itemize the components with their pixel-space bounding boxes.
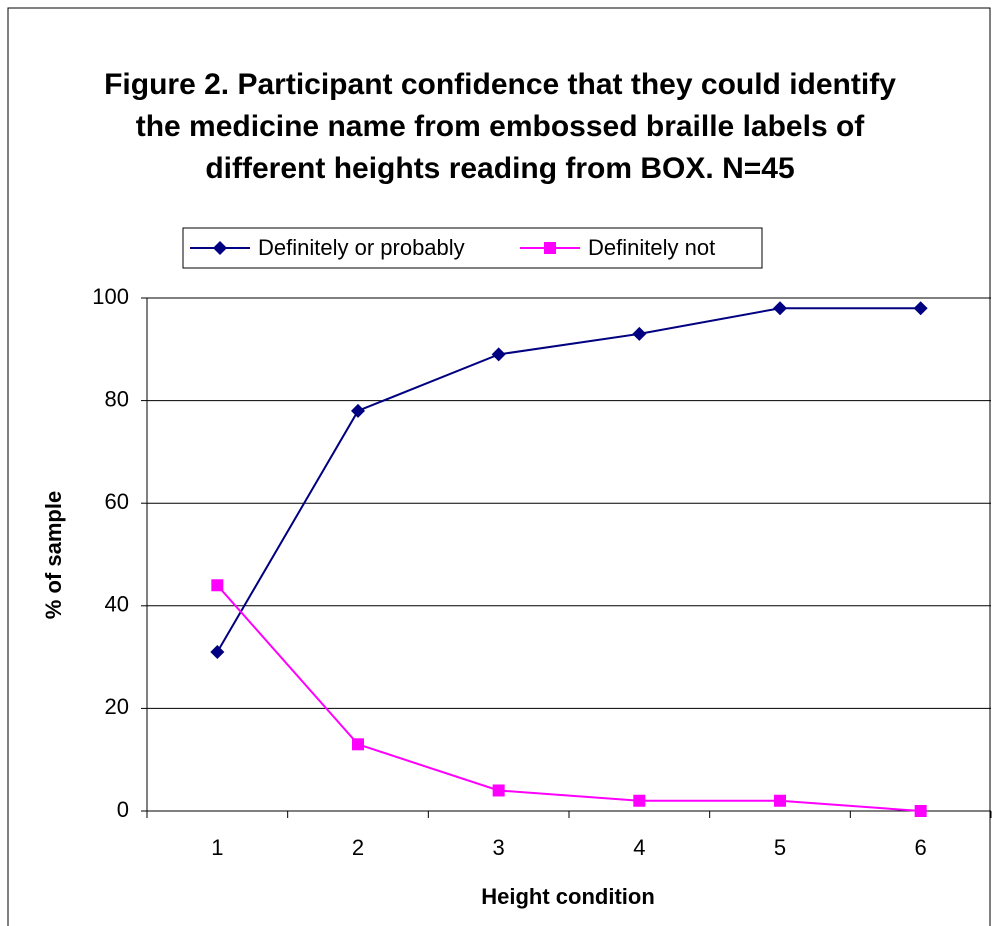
y-tick-label: 40 (105, 592, 129, 617)
y-tick-label: 20 (105, 694, 129, 719)
marker (913, 301, 928, 316)
marker (632, 326, 647, 341)
x-tick-label: 5 (774, 835, 786, 860)
x-axis-label: Height condition (481, 884, 655, 909)
marker (774, 794, 786, 807)
marker (773, 301, 787, 316)
x-tick-label: 3 (493, 835, 505, 860)
y-tick-label: 80 (105, 386, 129, 411)
y-tick-label: 0 (117, 797, 129, 822)
x-tick-label: 6 (915, 835, 927, 860)
marker (492, 784, 505, 797)
marker (544, 242, 556, 254)
y-tick-label: 60 (105, 489, 129, 514)
marker (213, 241, 227, 255)
legend-label: Definitely not (588, 235, 715, 260)
y-tick-label: 100 (92, 284, 129, 309)
legend-label: Definitely or probably (258, 235, 465, 260)
chart-title: Figure 2. Participant confidence that th… (104, 68, 896, 185)
marker (491, 347, 506, 362)
x-tick-label: 2 (352, 835, 364, 860)
marker (210, 644, 225, 659)
series-line (216, 584, 921, 812)
x-tick-label: 1 (211, 835, 223, 860)
y-axis-label: % of sample (41, 491, 66, 619)
marker (211, 579, 224, 592)
legend-box (182, 227, 763, 269)
chart-frame (7, 7, 991, 926)
x-tick-label: 4 (633, 835, 645, 860)
marker (914, 805, 927, 817)
series-line (216, 307, 921, 653)
marker (633, 794, 646, 807)
marker (352, 738, 364, 751)
marker (351, 403, 365, 418)
